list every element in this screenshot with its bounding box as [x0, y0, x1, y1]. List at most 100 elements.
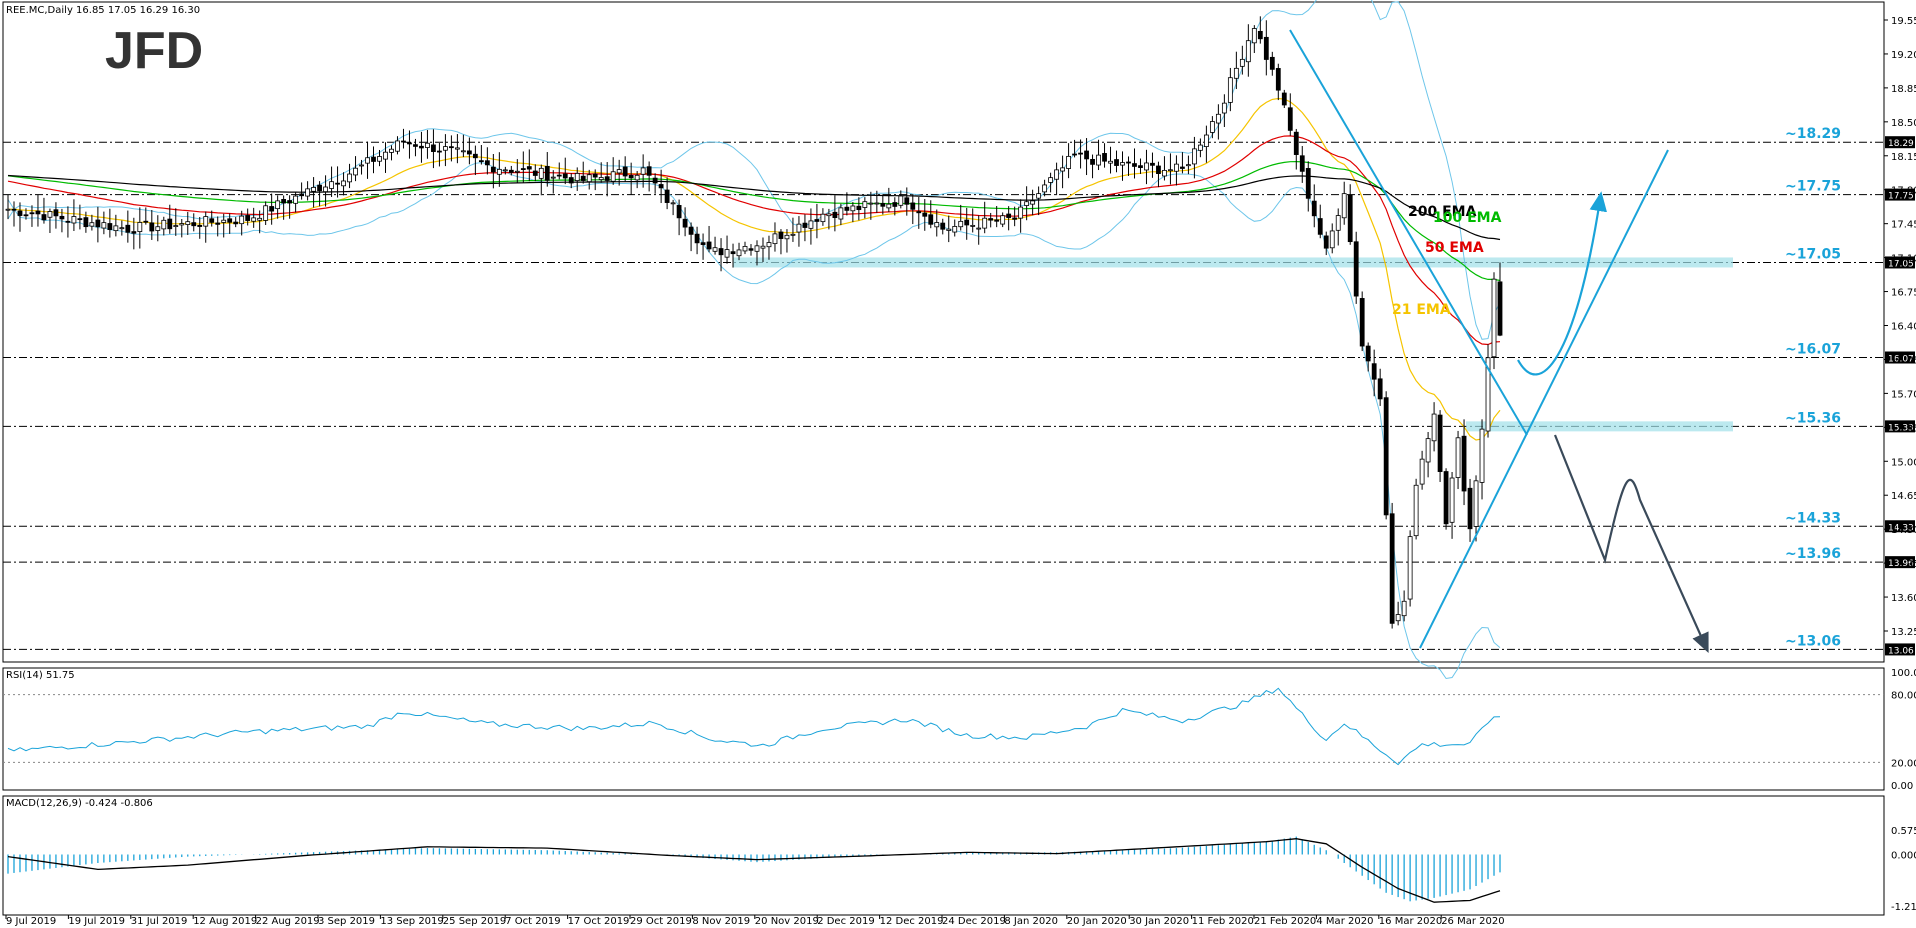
candle-body: [317, 184, 322, 192]
candle-body: [718, 248, 724, 256]
candle-body: [1413, 484, 1419, 537]
candle-body: [478, 160, 484, 163]
candle-body: [143, 220, 149, 223]
candle-body: [407, 142, 412, 145]
candle-body: [269, 206, 275, 212]
y-tick-label-12: 15.35: [1891, 423, 1916, 434]
y-tick-label-10: 16.05: [1891, 355, 1916, 366]
candle-body: [419, 145, 424, 149]
candle-body: [203, 216, 209, 227]
x-axis: 9 Jul 2019 19 Jul 2019 31 Jul 2019 12 Aug 2…: [5, 915, 1505, 927]
candle-body: [880, 203, 886, 207]
candle-body: [173, 225, 179, 227]
y-tick-label-17: 13.60: [1891, 593, 1916, 604]
candle-body: [904, 197, 910, 205]
price-box-5: [1885, 520, 1915, 533]
candle-body: [1066, 155, 1071, 169]
rsi-header: RSI(14) 51.75: [6, 670, 75, 681]
candle-body: [1371, 363, 1377, 380]
bearish-projection: [1553, 434, 1709, 654]
candle-body: [437, 150, 442, 153]
resistance-zone-17: [733, 257, 1733, 268]
candle-body: [71, 216, 77, 224]
candle-body: [227, 218, 233, 223]
candle-body: [1138, 165, 1143, 168]
candle-body: [964, 219, 970, 226]
y-tick-label-8: 16.75: [1891, 288, 1916, 299]
candle-body: [239, 215, 245, 225]
x-tick-label-8: 7 Oct 2019: [505, 916, 560, 927]
x-tick-label-11: 8 Nov 2019: [692, 916, 750, 927]
bollinger-bands: [7, 0, 1501, 680]
candle-body: [658, 184, 664, 189]
pane-frames: [2, 1, 1885, 916]
candle-body: [1096, 154, 1101, 166]
candle-body: [646, 166, 652, 176]
level-label-0: ~18.29: [1785, 126, 1841, 142]
candle-body: [958, 220, 964, 228]
candle-body: [460, 150, 466, 153]
candle-body: [1114, 159, 1119, 166]
price-box-label-2: 17.05: [1888, 259, 1914, 269]
candle-body: [395, 140, 400, 152]
candle-body: [790, 233, 796, 236]
candle-body: [59, 215, 65, 220]
candle-body: [820, 213, 826, 223]
candle-body: [502, 169, 508, 172]
candle-body: [898, 195, 904, 206]
candle-body: [1108, 160, 1113, 164]
candle-body: [514, 170, 520, 173]
y-tick-label-18: 13.25: [1891, 627, 1916, 638]
x-tick-label-2: 31 Jul 2019: [131, 916, 188, 927]
candle-body: [856, 205, 862, 211]
candle-body: [191, 222, 197, 227]
macd-tick-0: 0.575: [1891, 826, 1916, 837]
x-tick-label-15: 24 Dec 2019: [942, 916, 1006, 927]
candle-body: [850, 205, 856, 212]
candle-body: [29, 212, 35, 215]
candle-body: [568, 177, 574, 184]
candle-body: [1407, 536, 1413, 600]
candle-body: [490, 166, 496, 173]
candle-body: [209, 218, 215, 223]
ema-21-line: [8, 97, 1501, 441]
y-tick-label-9: 16.40: [1891, 322, 1916, 333]
candle-body: [1365, 345, 1371, 362]
candle-body: [1024, 201, 1030, 206]
x-tick-label-21: 4 Mar 2020: [1316, 916, 1373, 927]
candle-body: [634, 174, 640, 181]
y-tick-label-14: 14.65: [1891, 491, 1916, 502]
level-labels: ~18.29 18.29 ~17.75 17.75 ~17.05 17.05 ~16.07 1…: [1785, 126, 1915, 656]
candle-body: [1431, 413, 1437, 442]
candle-body: [11, 208, 17, 211]
y-tick-label-4: 18.15: [1891, 152, 1916, 163]
candle-body: [784, 234, 790, 240]
candle-body: [149, 222, 155, 232]
candle-body: [1359, 298, 1365, 347]
candle-body: [640, 167, 646, 175]
price-box-4: [1885, 420, 1915, 433]
candle-body: [1377, 378, 1383, 400]
x-tick-label-1: 19 Jul 2019: [68, 916, 125, 927]
candle-body: [664, 189, 670, 203]
candle-body: [5, 208, 11, 211]
candle-body: [1389, 513, 1395, 624]
candle-body: [1120, 162, 1125, 166]
macd-signal-line: [7, 838, 1501, 903]
x-tick-label-0: 9 Jul 2019: [6, 916, 56, 927]
ema-label-3: 21 EMA: [1392, 302, 1451, 318]
candle-body: [257, 217, 263, 221]
price-box-label-0: 18.29: [1888, 139, 1914, 149]
candle-body: [1449, 477, 1455, 523]
candle-body: [41, 214, 47, 221]
x-tick-label-13: 2 Dec 2019: [817, 916, 875, 927]
candle-body: [982, 217, 988, 229]
candle-body: [808, 220, 814, 229]
candle-body: [119, 227, 125, 230]
candle-body: [1293, 131, 1299, 155]
candle-body: [347, 173, 352, 183]
candle-body: [1180, 166, 1185, 169]
candle-body: [1054, 169, 1059, 180]
candle-body: [1395, 614, 1401, 622]
candle-body: [868, 202, 874, 205]
